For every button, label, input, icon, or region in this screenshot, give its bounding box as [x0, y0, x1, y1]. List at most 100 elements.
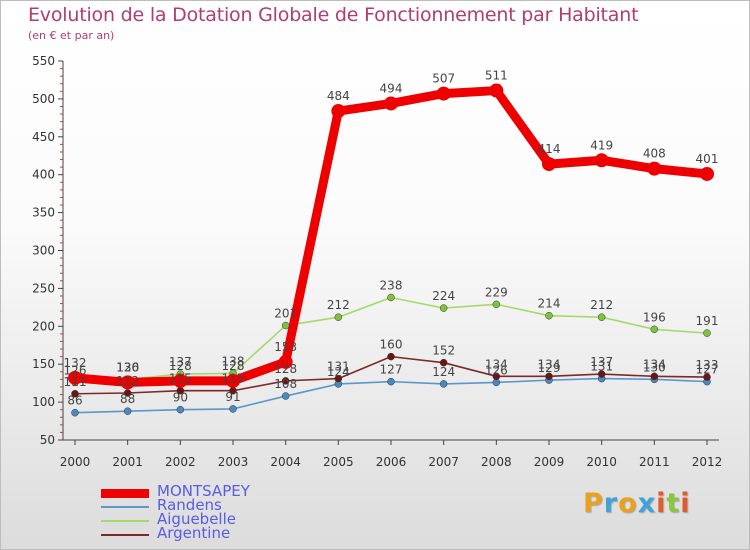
logo-letter: x [637, 488, 657, 519]
data-label-aiguebelle: 212 [327, 298, 350, 312]
y-tick-label: 350 [32, 206, 55, 220]
data-label-randens: 88 [120, 392, 135, 406]
data-label-aiguebelle: 191 [696, 314, 719, 328]
data-point-argentine [281, 377, 290, 385]
data-label-randens: 90 [173, 391, 188, 405]
data-label-aiguebelle: 214 [538, 297, 561, 311]
y-tick-label: 500 [32, 92, 55, 106]
data-label-aiguebelle: 196 [643, 310, 666, 324]
data-point-montsapey [384, 96, 398, 111]
data-point-randens [176, 405, 185, 414]
chart-title: Evolution de la Dotation Globale de Fonc… [28, 4, 639, 26]
data-point-argentine [387, 352, 395, 361]
proxiti-logo: Proxiti [583, 488, 691, 519]
data-label-randens: 127 [380, 363, 403, 377]
data-point-argentine [334, 374, 343, 383]
data-point-montsapey [173, 373, 188, 388]
data-point-aiguebelle [650, 325, 659, 334]
data-point-montsapey [700, 166, 714, 181]
x-tick-label: 2005 [323, 455, 354, 469]
x-tick-label: 2004 [270, 455, 301, 469]
data-label-aiguebelle: 201 [274, 307, 297, 321]
data-point-aiguebelle [281, 321, 290, 330]
legend-swatch-randens [101, 506, 149, 508]
legend-label-aiguebelle: Aiguebelle [157, 510, 236, 528]
data-label-argentine: 137 [590, 355, 613, 369]
logo-letter: r [603, 488, 619, 519]
x-tick-label: 2006 [376, 455, 407, 469]
y-tick-label: 50 [40, 433, 55, 447]
axes: 50 100 150 200 250 300 350 400 450 500 550 2000 2001… [32, 54, 722, 469]
data-label-aiguebelle: 238 [380, 278, 403, 292]
data-point-randens [439, 380, 448, 388]
data-label-randens: 127 [696, 363, 719, 377]
data-point-montsapey [331, 104, 346, 119]
x-tick-label: 2000 [60, 455, 91, 469]
y-tick-label: 550 [32, 54, 55, 68]
x-tick-label: 2008 [481, 455, 512, 469]
y-tick-label: 150 [32, 357, 55, 371]
logo-letter: P [583, 488, 604, 519]
data-point-montsapey [120, 375, 135, 390]
x-tick-label: 2001 [112, 455, 143, 469]
data-label-argentine: 152 [432, 344, 455, 358]
data-label-argentine: 115 [169, 372, 192, 386]
data-label-aiguebelle: 229 [485, 285, 508, 299]
data-label-montsapey: 484 [327, 89, 350, 103]
data-point-montsapey [594, 153, 609, 168]
legend-swatch-argentine [101, 534, 149, 536]
data-label-montsapey: 128 [169, 359, 192, 373]
x-tick-label: 2003 [218, 455, 249, 469]
data-point-randens [71, 408, 79, 417]
data-label-argentine: 160 [380, 338, 403, 352]
data-label-argentine: 111 [64, 375, 87, 389]
data-label-randens: 108 [274, 377, 297, 391]
x-tick-label: 2011 [639, 455, 670, 469]
chart-subtitle: (en € et par an) [28, 29, 115, 42]
data-label-randens: 91 [225, 390, 240, 404]
data-label-montsapey: 401 [696, 152, 719, 166]
data-point-argentine [492, 372, 501, 381]
data-point-randens [281, 392, 290, 400]
logo-letter: t [666, 488, 681, 519]
x-tick-label: 2002 [165, 455, 196, 469]
data-label-argentine: 134 [485, 357, 508, 371]
data-label-randens: 129 [538, 361, 561, 375]
y-tick-label: 200 [32, 319, 55, 333]
data-label-argentine: 134 [643, 357, 666, 371]
data-label-montsapey: 153 [274, 340, 297, 354]
y-tick-label: 300 [32, 244, 55, 258]
data-label-aiguebelle: 130 [116, 360, 139, 374]
data-point-argentine [597, 370, 606, 378]
data-point-randens [123, 407, 132, 415]
data-label-montsapey: 507 [432, 72, 455, 86]
data-point-aiguebelle [492, 300, 501, 309]
x-tick-label: 2009 [534, 455, 565, 469]
data-point-aiguebelle [387, 293, 395, 302]
data-point-aiguebelle [334, 313, 343, 321]
x-tick-label: 2010 [586, 455, 617, 469]
data-label-randens: 124 [432, 365, 455, 379]
data-label-montsapey: 494 [380, 81, 403, 95]
x-tick-label: 2012 [692, 455, 723, 469]
data-point-argentine [123, 389, 132, 397]
data-label-aiguebelle: 137 [169, 355, 192, 369]
data-point-argentine [545, 372, 553, 381]
data-label-aiguebelle: 212 [590, 298, 613, 312]
data-label-argentine: 131 [327, 360, 350, 374]
data-label-aiguebelle: 126 [64, 363, 87, 377]
data-label-montsapey: 511 [485, 69, 508, 83]
data-point-aiguebelle [439, 304, 448, 312]
data-point-randens [387, 377, 395, 386]
data-point-argentine [650, 372, 659, 381]
data-label-randens: 124 [327, 365, 350, 379]
logo-letter: i [656, 488, 667, 519]
legend-label-montsapey: MONTSAPEY [157, 482, 250, 500]
data-point-montsapey [278, 354, 293, 369]
data-point-aiguebelle [703, 329, 711, 337]
series-points [68, 83, 714, 417]
data-label-argentine: 115 [222, 372, 245, 386]
